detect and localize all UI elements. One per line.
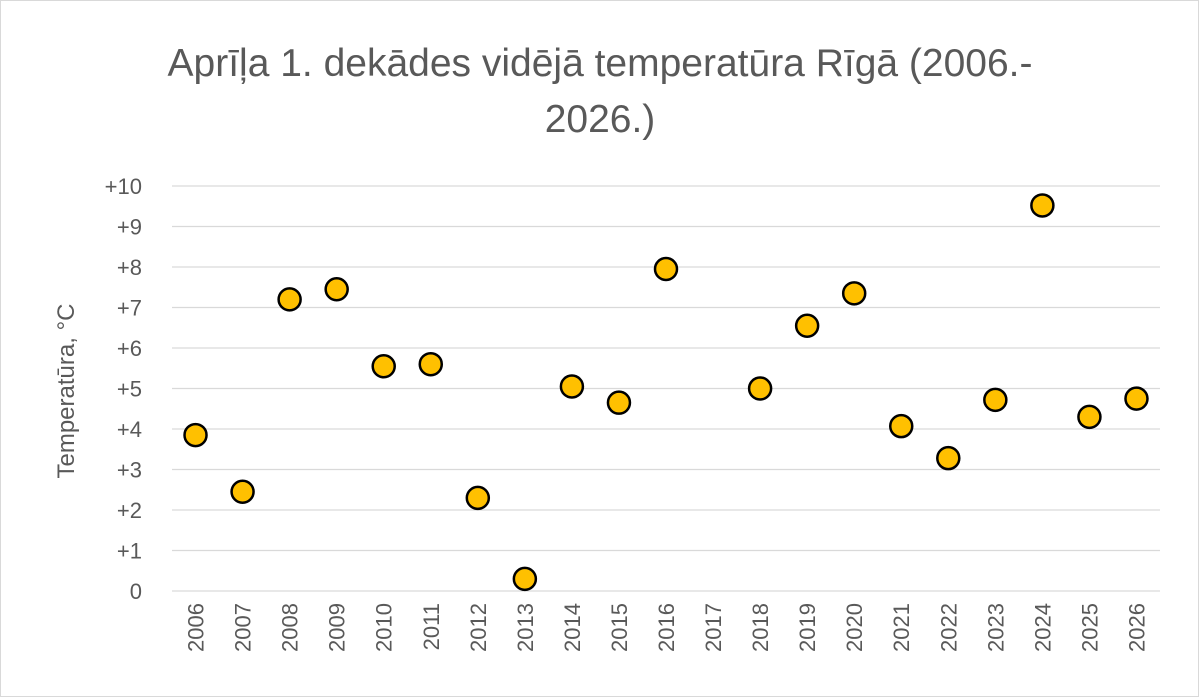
y-tick-label: +6 bbox=[117, 336, 142, 361]
x-tick-label: 2019 bbox=[795, 603, 820, 652]
x-tick-label: 2026 bbox=[1124, 603, 1149, 652]
x-tick-label: 2006 bbox=[184, 603, 209, 652]
data-point bbox=[512, 566, 538, 592]
data-point bbox=[418, 351, 444, 377]
data-point bbox=[559, 374, 585, 399]
x-tick-label: 2017 bbox=[701, 603, 726, 652]
x-tick-label: 2013 bbox=[513, 603, 538, 652]
y-tick-label: +7 bbox=[117, 296, 142, 321]
y-tick-label: 0 bbox=[130, 579, 142, 604]
data-point bbox=[465, 485, 491, 511]
data-point bbox=[183, 422, 208, 448]
x-tick-label: 2010 bbox=[372, 603, 397, 652]
gridlines bbox=[172, 185, 1160, 592]
y-tick-label: +5 bbox=[117, 377, 142, 402]
x-tick-label: 2008 bbox=[278, 603, 303, 652]
data-point bbox=[324, 277, 349, 302]
chart-title-line-1: Aprīļa 1. dekādes vidējā temperatūra Rīg… bbox=[168, 42, 1033, 85]
x-tick-label: 2024 bbox=[1030, 603, 1055, 652]
y-tick-label: +9 bbox=[117, 215, 142, 240]
y-tick-label: +10 bbox=[105, 174, 142, 199]
data-point bbox=[1077, 404, 1102, 430]
x-tick-label: 2022 bbox=[936, 603, 961, 652]
data-point bbox=[888, 413, 914, 439]
y-tick-label: +1 bbox=[117, 539, 142, 564]
x-tick-label: 2009 bbox=[325, 603, 350, 652]
x-tick-label: 2023 bbox=[983, 603, 1008, 652]
x-tick-label: 2007 bbox=[231, 603, 256, 652]
data-points bbox=[183, 193, 1149, 592]
y-tick-label: +3 bbox=[117, 458, 142, 483]
data-point bbox=[794, 313, 820, 338]
data-point bbox=[841, 281, 867, 306]
data-point bbox=[277, 287, 302, 312]
data-point bbox=[230, 479, 255, 505]
x-tick-label: 2018 bbox=[748, 603, 773, 652]
y-tick-label: +4 bbox=[117, 417, 142, 442]
y-tick-label: +2 bbox=[117, 498, 142, 523]
x-tick-label: 2016 bbox=[654, 603, 679, 652]
x-tick-labels: 2006 2007 2008 2009 2010 2011 2012 2013 2014 2015… bbox=[184, 603, 1150, 652]
y-tick-label: +8 bbox=[117, 255, 142, 280]
y-tick-labels: 0 +1 +2 +3 +4 +5 +6 +7 +8 +9 +10 bbox=[105, 174, 142, 604]
data-point bbox=[1030, 193, 1055, 218]
x-tick-label: 2011 bbox=[419, 603, 444, 650]
x-tick-label: 2014 bbox=[560, 603, 585, 652]
data-point bbox=[653, 256, 679, 282]
data-point bbox=[747, 376, 773, 401]
x-tick-label: 2020 bbox=[842, 603, 867, 652]
x-tick-label: 2015 bbox=[607, 603, 632, 652]
data-point bbox=[371, 353, 396, 379]
x-tick-label: 2021 bbox=[889, 603, 914, 652]
x-tick-label: 2012 bbox=[466, 603, 491, 652]
x-tick-label: 2025 bbox=[1077, 603, 1102, 652]
data-point bbox=[983, 387, 1008, 413]
chart-title: Aprīļa 1. dekādes vidējā temperatūra Rīg… bbox=[168, 42, 1033, 141]
data-point bbox=[606, 390, 632, 415]
data-point bbox=[1124, 386, 1149, 411]
chart-title-line-2: 2026.) bbox=[545, 98, 656, 141]
y-axis-label: Temperatūra, °C bbox=[53, 304, 80, 479]
data-point bbox=[936, 445, 961, 471]
